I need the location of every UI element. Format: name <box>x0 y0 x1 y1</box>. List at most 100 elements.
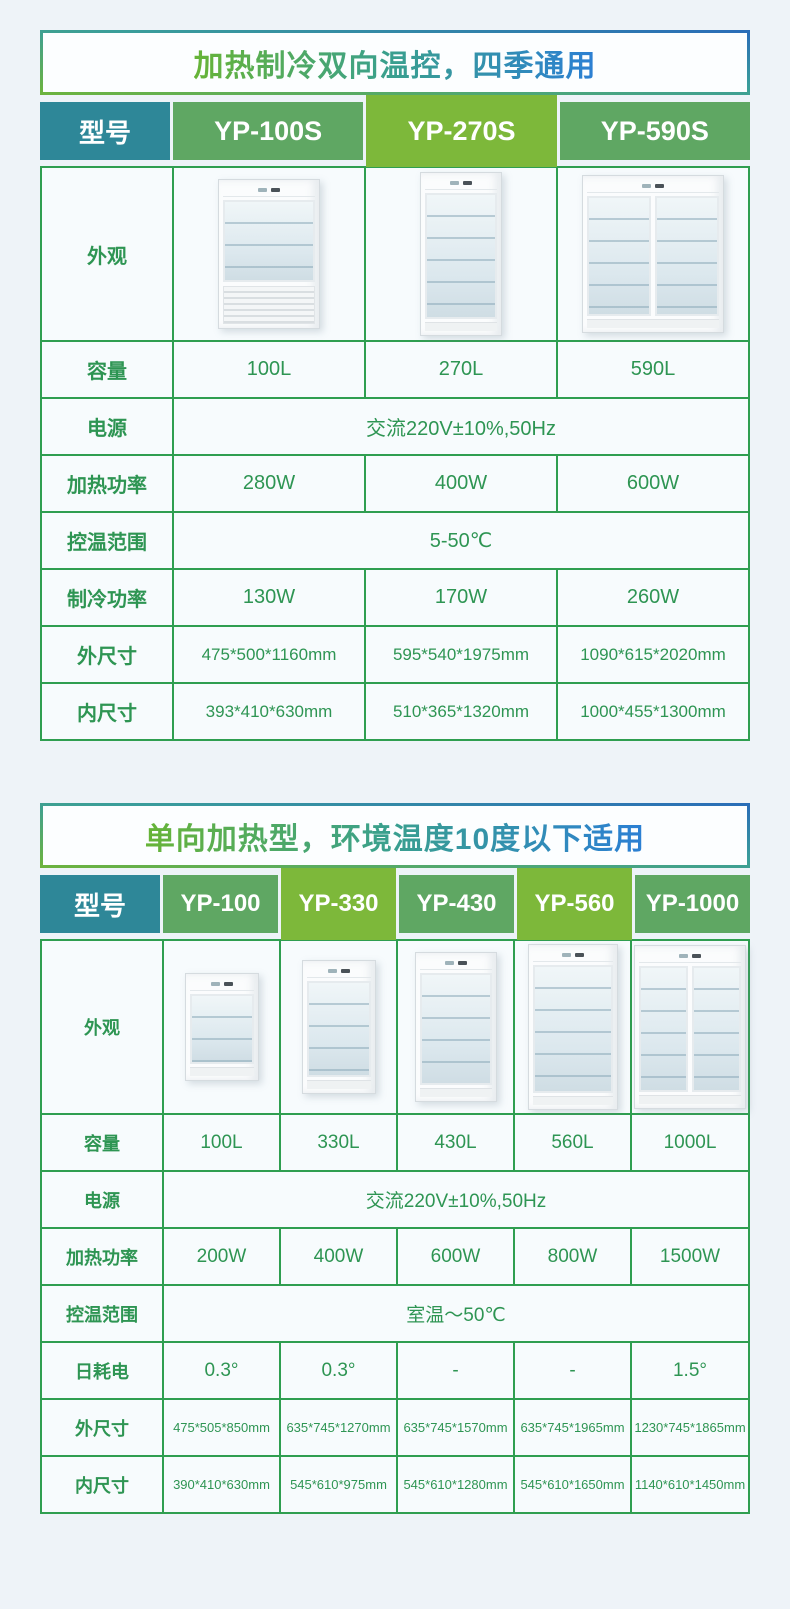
spec-value: 475*500*1160mm <box>174 627 364 682</box>
cabinet-switch-icon <box>223 982 233 986</box>
spec-value: 545*610*975mm <box>281 1457 396 1512</box>
product-image-double-glass-door-cabinet <box>582 175 724 333</box>
table2-title-box: 单向加热型，环境温度10度以下适用 <box>40 803 750 868</box>
cabinet-control-panel <box>532 949 613 962</box>
row-label: 加热功率 <box>42 456 172 511</box>
row-label: 制冷功率 <box>42 570 172 625</box>
cabinet-doors <box>419 973 492 1085</box>
cabinet-base <box>639 1095 741 1104</box>
cabinet-base <box>425 322 497 331</box>
cabinet-control-panel <box>639 950 741 963</box>
spec-value-span: 5-50℃ <box>174 513 748 568</box>
spec-value: 545*610*1650mm <box>515 1457 630 1512</box>
cabinet-switch-icon <box>463 181 472 185</box>
appearance-cell <box>515 941 630 1113</box>
product-image-single-glass-door-cabinet <box>301 960 376 1094</box>
spec-value: 393*410*630mm <box>174 684 364 739</box>
row-label: 控温范围 <box>42 1286 162 1341</box>
spec-value: 1140*610*1450mm <box>632 1457 748 1512</box>
cabinet-doors <box>189 994 254 1064</box>
row-label: 容量 <box>42 1115 162 1170</box>
row-label: 控温范围 <box>42 513 172 568</box>
cabinet-control-panel <box>419 957 492 970</box>
cabinet-display-icon <box>327 969 337 973</box>
spec-value: 635*745*1270mm <box>281 1400 396 1455</box>
spec-value: 330L <box>281 1115 396 1170</box>
cabinet-glass-door <box>532 965 613 1093</box>
cabinet-glass-door <box>692 966 741 1092</box>
table2-spec-grid: 外观 容量 100L 330L 430L 560L 1000L 电源 交流220V±10%,50… <box>40 939 750 1514</box>
model-header-cell: YP-560 <box>517 868 632 940</box>
spec-value: 0.3° <box>164 1343 279 1398</box>
spec-value: 800W <box>515 1229 630 1284</box>
product-image-small-single-glass-door-cabinet <box>184 973 259 1081</box>
cabinet-base <box>587 319 719 328</box>
cabinet-switch-icon <box>271 188 280 192</box>
row-label: 容量 <box>42 342 172 397</box>
row-label: 加热功率 <box>42 1229 162 1284</box>
row-label: 外尺寸 <box>42 627 172 682</box>
cabinet-display-icon <box>444 961 454 965</box>
appearance-cell <box>558 168 748 340</box>
product-image-tall-single-glass-door-cabinet <box>420 172 502 336</box>
cabinet-switch-icon <box>655 184 664 188</box>
row-label-appearance: 外观 <box>42 168 172 340</box>
spec-value: 1500W <box>632 1229 748 1284</box>
spec-value: 600W <box>558 456 748 511</box>
spec-value: 560L <box>515 1115 630 1170</box>
cabinet-switch-icon <box>692 954 701 958</box>
spec-value: 510*365*1320mm <box>366 684 556 739</box>
model-header-cell: YP-330 <box>281 868 396 940</box>
spec-value: 635*745*1570mm <box>398 1400 513 1455</box>
cabinet-doors <box>425 193 497 319</box>
cabinet-base <box>419 1088 492 1097</box>
spec-value: 1000L <box>632 1115 748 1170</box>
cabinet-control-panel <box>223 184 315 197</box>
spec-value: 270L <box>366 342 556 397</box>
table1-model-header-row: 型号 YP-100S YP-270S YP-590S <box>40 95 750 167</box>
cabinet-control-panel <box>306 965 371 978</box>
row-label: 电源 <box>42 1172 162 1227</box>
cabinet-glass-door <box>419 973 492 1085</box>
model-header-cell: YP-1000 <box>635 875 750 933</box>
appearance-cell <box>164 941 279 1113</box>
cabinet-glass-door <box>189 994 254 1064</box>
appearance-cell <box>174 168 364 340</box>
cabinet-base <box>532 1096 613 1105</box>
cabinet-doors <box>639 966 741 1092</box>
cabinet-base <box>306 1080 371 1089</box>
spec-value: 1230*745*1865mm <box>632 1400 748 1455</box>
table1-spec-grid: 外观 容量 100L 270L 590L 电源 交流220V±10%,50Hz 加热功率 280… <box>40 166 750 741</box>
cabinet-doors <box>223 200 315 282</box>
cabinet-doors <box>306 981 371 1077</box>
cabinet-doors <box>532 965 613 1093</box>
heating-only-table-panel: 单向加热型，环境温度10度以下适用 型号 YP-100 YP-330 YP-430 YP… <box>40 803 750 1514</box>
product-image-single-glass-door-cabinet-with-bottom-grille <box>218 179 320 329</box>
cabinet-glass-door <box>425 193 497 319</box>
model-header-cell: YP-100 <box>163 875 278 933</box>
model-header-label: 型号 <box>40 102 170 160</box>
spec-value: 1090*615*2020mm <box>558 627 748 682</box>
spec-value: 600W <box>398 1229 513 1284</box>
spec-value: 635*745*1965mm <box>515 1400 630 1455</box>
cabinet-glass-door <box>655 196 719 316</box>
row-label: 日耗电 <box>42 1343 162 1398</box>
cabinet-glass-door <box>306 981 371 1077</box>
table2-model-header-row: 型号 YP-100 YP-330 YP-430 YP-560 YP-1000 <box>40 868 750 940</box>
appearance-cell <box>632 941 748 1113</box>
cabinet-control-panel <box>425 177 497 190</box>
cabinet-glass-door <box>639 966 688 1092</box>
cabinet-display-icon <box>258 188 267 192</box>
spec-value-span: 交流220V±10%,50Hz <box>164 1172 748 1227</box>
model-header-cell: YP-590S <box>559 102 750 160</box>
spec-value: - <box>398 1343 513 1398</box>
spec-value: 400W <box>366 456 556 511</box>
spec-value: 260W <box>558 570 748 625</box>
cabinet-display-icon <box>561 953 571 957</box>
cabinet-display-icon <box>642 184 651 188</box>
cabinet-display-icon <box>679 954 688 958</box>
appearance-cell <box>366 168 556 340</box>
cabinet-switch-icon <box>340 969 350 973</box>
model-header-cell: YP-100S <box>173 102 364 160</box>
row-label: 内尺寸 <box>42 1457 162 1512</box>
